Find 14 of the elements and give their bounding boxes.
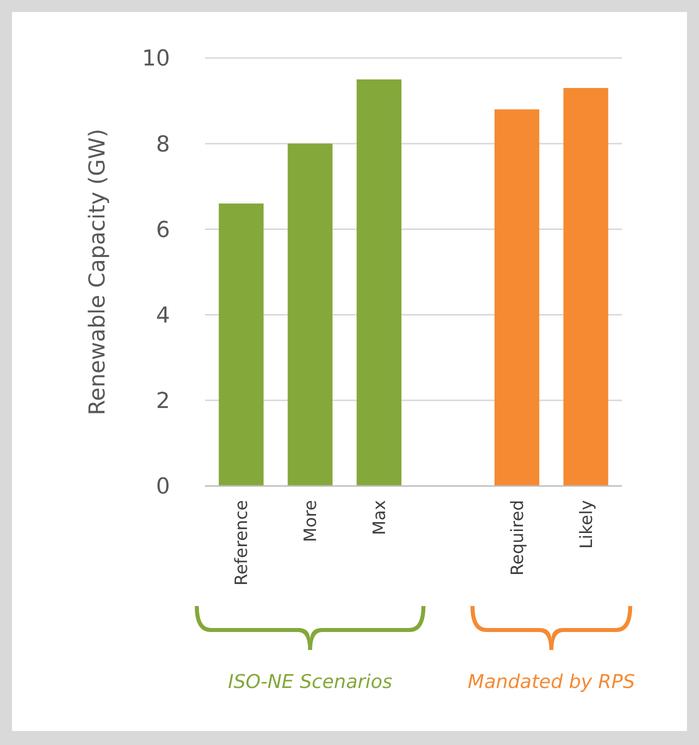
y-tick-label: 4 (156, 304, 170, 328)
x-tick-label: More (301, 500, 322, 542)
x-tick-label: Max (370, 500, 390, 536)
text: ISO-NE Scenarios (228, 671, 392, 693)
text: Mandated by RPS (468, 671, 635, 693)
y-tick-label: 10 (142, 46, 170, 72)
x-tick-label: Reference (232, 500, 252, 586)
x-tick-label: Required (508, 500, 528, 576)
x-tick-label: Likely (576, 500, 597, 549)
y-tick-label: 8 (156, 132, 170, 158)
y-tick-label: 6 (156, 218, 170, 243)
y-tick-label: 0 (156, 474, 170, 500)
y-axis-title: Renewable Capacity (GW) (86, 128, 111, 416)
y-tick-label: 2 (156, 389, 170, 414)
